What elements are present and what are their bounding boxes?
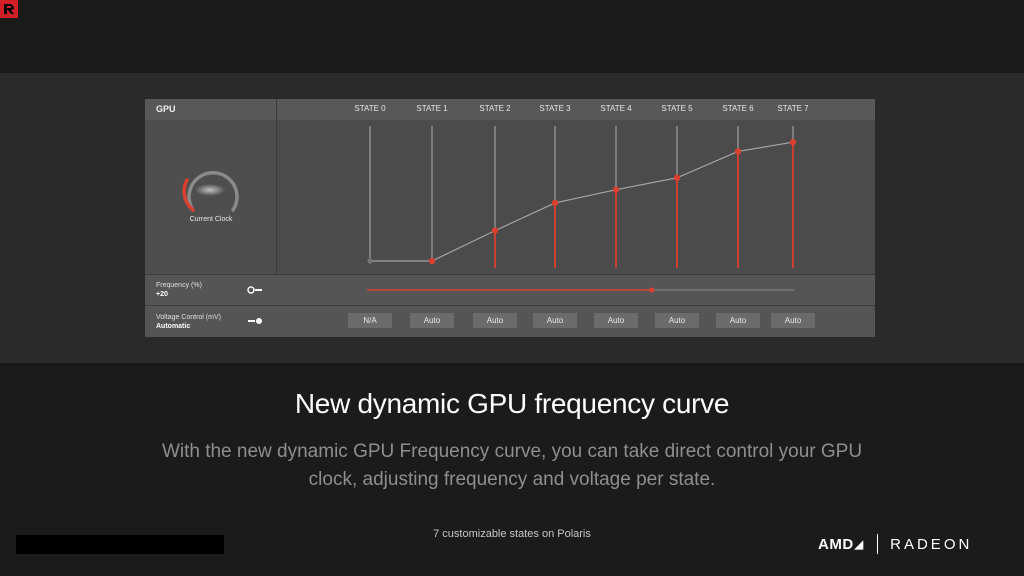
wattman-gpu-panel: GPU STATE 0 STATE 1 STATE 2 STATE 3 STAT… [145, 99, 875, 337]
voltage-button-state-6[interactable]: Auto [716, 313, 760, 328]
voltage-button-state-1[interactable]: Auto [410, 313, 454, 328]
voltage-button-state-0[interactable]: N/A [348, 313, 392, 328]
state-point-0[interactable] [367, 258, 373, 264]
slide-subtitle: With the new dynamic GPU Frequency curve… [161, 441, 863, 490]
frequency-label: Frequency (%) [156, 282, 202, 289]
state-point-5[interactable] [673, 174, 681, 182]
frequency-slider[interactable] [367, 285, 795, 295]
state-point-6[interactable] [734, 148, 742, 155]
voltage-button-state-5[interactable]: Auto [655, 313, 699, 328]
amd-logo: AMD [818, 535, 854, 553]
brand-separator [877, 534, 879, 554]
state-label: STATE 6 [722, 104, 754, 113]
state-label: STATE 3 [539, 104, 571, 113]
column-divider [276, 99, 277, 336]
slide-footnote: 7 customizable states on Polaris [433, 528, 591, 540]
voltage-button-state-2[interactable]: Auto [473, 313, 517, 328]
voltage-button-state-4[interactable]: Auto [594, 313, 638, 328]
r-logo-icon [4, 4, 14, 14]
redaction-bar [16, 535, 224, 554]
toggle-icon[interactable] [247, 285, 263, 295]
state-label: STATE 7 [777, 104, 809, 113]
radeon-logo: RADEON [890, 535, 973, 553]
voltage-row: Voltage Control (mV) Automatic N/A Auto … [145, 305, 875, 337]
frequency-label-group: Frequency (%) +20 [156, 281, 202, 299]
state-point-7[interactable] [789, 139, 797, 146]
state-label: STATE 4 [600, 104, 632, 113]
clock-gauge-area: Current Clock [145, 120, 277, 274]
frequency-value: +20 [156, 291, 168, 298]
voltage-label-group: Voltage Control (mV) Automatic [156, 313, 221, 331]
voltage-button-state-7[interactable]: Auto [771, 313, 815, 328]
amd-arrow-icon: ◢ [854, 538, 864, 551]
state-point-2[interactable] [491, 227, 499, 234]
state-label: STATE 2 [479, 104, 511, 113]
state-point-1[interactable] [428, 257, 436, 265]
slide-title: New dynamic GPU frequency curve [294, 388, 730, 419]
voltage-label: Voltage Control (mV) [156, 314, 221, 321]
frequency-curve-line [370, 141, 794, 262]
state-point-4[interactable] [612, 186, 620, 193]
state-label: STATE 0 [354, 104, 386, 113]
slider-knob [649, 287, 655, 293]
state-label: STATE 5 [661, 104, 693, 113]
voltage-value: Automatic [156, 323, 191, 330]
state-point-3[interactable] [551, 199, 559, 207]
state-label: STATE 1 [416, 104, 448, 113]
gauge-label: Current Clock [189, 216, 233, 223]
states-header: GPU STATE 0 STATE 1 STATE 2 STATE 3 STAT… [145, 99, 875, 120]
voltage-button-state-3[interactable]: Auto [533, 313, 577, 328]
clock-gauge [182, 170, 239, 212]
radeon-corner-logo [0, 0, 18, 18]
frequency-curve-graph[interactable] [145, 99, 875, 274]
toggle-icon[interactable] [247, 316, 263, 326]
frequency-row: Frequency (%) +20 [145, 274, 875, 305]
gpu-label: GPU [156, 104, 176, 114]
amd-radeon-brand: AMD ◢ RADEON [818, 534, 972, 554]
